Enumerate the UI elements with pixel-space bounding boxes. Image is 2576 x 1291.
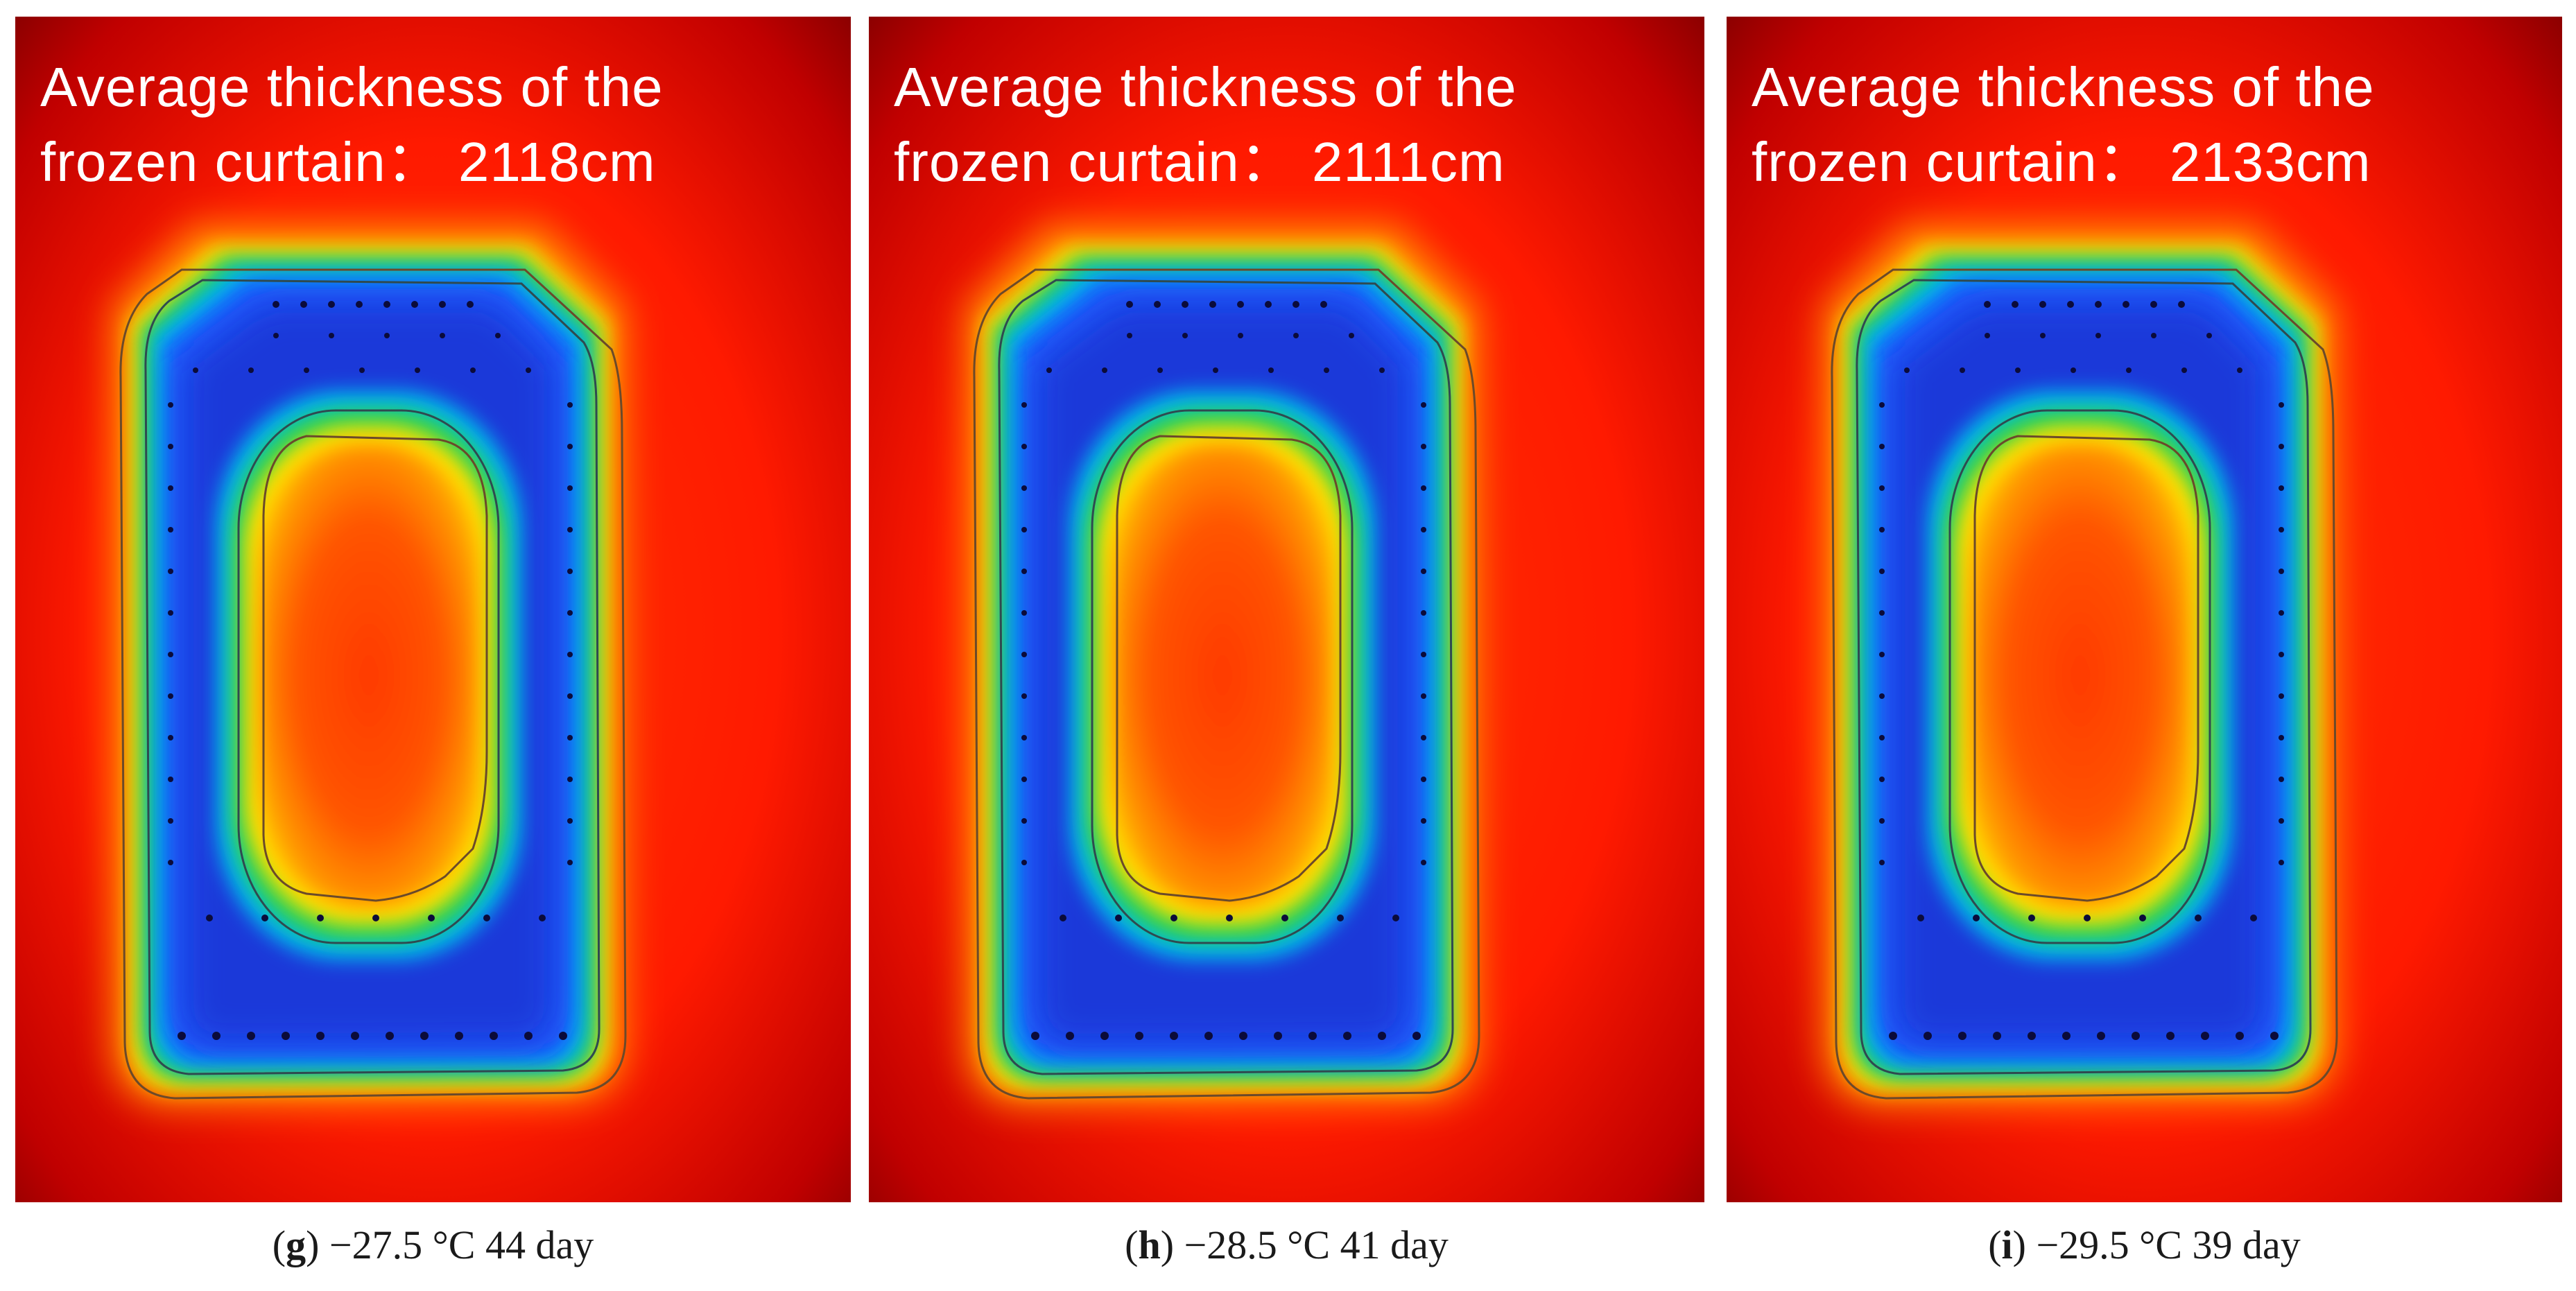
contour-panel-i: Average thickness of the frozen curtain：… — [1727, 17, 2562, 1202]
caption-letter: h — [1138, 1222, 1161, 1267]
contour-panel-g: Average thickness of the frozen curtain：… — [15, 17, 851, 1202]
temperature-field-h — [869, 17, 1704, 1202]
caption-letter: g — [286, 1222, 306, 1267]
panel-title-line1: Average thickness of the — [40, 56, 664, 118]
panel-caption-i: (i) −29.5 °C 39 day — [1988, 1222, 2301, 1267]
contour-panel-h: Average thickness of the frozen curtain：… — [869, 17, 1704, 1202]
panel-caption-g: (g) −27.5 °C 44 day — [272, 1222, 594, 1267]
panel-title-line2: frozen curtain： 2118cm — [40, 131, 656, 193]
caption-text: −29.5 °C 39 day — [2025, 1222, 2301, 1267]
temperature-field-g — [15, 17, 851, 1202]
panel-title-line2: frozen curtain： 2133cm — [1752, 131, 2371, 193]
caption-text: −27.5 °C 44 day — [319, 1222, 594, 1267]
caption-text: −28.5 °C 41 day — [1174, 1222, 1449, 1267]
caption-letter: i — [2001, 1222, 2013, 1267]
panel-title-line2: frozen curtain： 2111cm — [894, 131, 1505, 193]
panel-title-line1: Average thickness of the — [1752, 56, 2375, 118]
panel-caption-h: (h) −28.5 °C 41 day — [1125, 1222, 1449, 1267]
temperature-field-i — [1727, 17, 2562, 1202]
panel-title-line1: Average thickness of the — [894, 56, 1517, 118]
